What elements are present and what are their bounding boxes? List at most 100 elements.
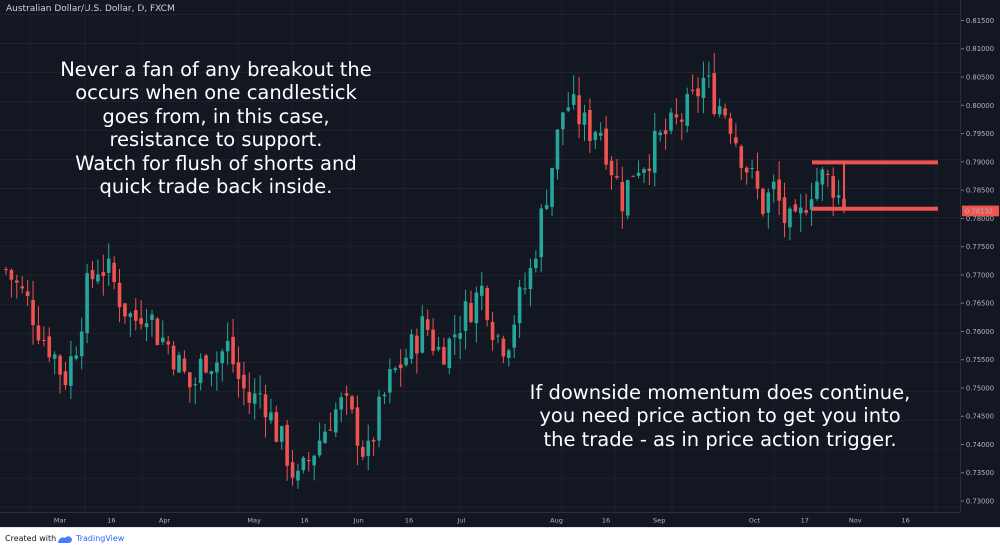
candle-bear: [133, 310, 138, 321]
candle-bear: [247, 392, 252, 403]
annotation-top-left-line: occurs when one candlestick: [75, 81, 357, 105]
time-tick-label: Aug: [550, 516, 563, 524]
price-tick-label: 0.73000: [966, 498, 994, 506]
candle-bull: [269, 412, 273, 421]
candle-bull: [409, 334, 414, 359]
candle-bear: [728, 118, 733, 134]
candle-bull: [215, 362, 219, 373]
time-tick-label: 16: [300, 516, 308, 524]
price-tick-label: 0.74000: [966, 441, 994, 449]
candle-bull: [452, 334, 457, 338]
candle-bull: [225, 340, 230, 352]
candle-bull: [788, 208, 792, 228]
time-tick-label: Jul: [456, 516, 465, 524]
time-tick-label: 17: [801, 516, 809, 524]
time-tick-label: Mar: [54, 516, 67, 524]
candle-bear: [825, 173, 830, 175]
candle-bear: [166, 341, 170, 345]
candle-bear: [755, 171, 760, 189]
candle-bear: [442, 346, 446, 365]
candlestick-chart[interactable]: [0, 0, 960, 512]
candle-bear: [15, 280, 19, 283]
candle-bear: [696, 88, 700, 97]
candle-bull: [598, 132, 603, 136]
price-tick-label: 0.75000: [966, 384, 994, 392]
candle-bear: [663, 130, 668, 135]
candle-bull: [150, 314, 154, 320]
candle-bear: [680, 119, 684, 122]
candle-bull: [658, 132, 662, 136]
candle-bull: [517, 287, 522, 324]
candle-bear: [117, 282, 122, 308]
candle-bear: [620, 181, 625, 212]
time-tick-label: May: [247, 516, 261, 524]
candle-bull: [52, 354, 57, 359]
tradingview-logo-icon: [58, 536, 72, 543]
candle-bear: [236, 362, 241, 379]
annotation-top-left-line: Never a fan of any breakout the: [60, 58, 372, 81]
candle-bear: [631, 175, 635, 177]
candle-bull: [279, 426, 284, 442]
candle-bull: [571, 94, 576, 105]
candle-bull: [333, 409, 338, 433]
annotation-top-left: Never a fan of any breakout the occurs wh…: [38, 58, 394, 198]
candle-bear: [290, 462, 295, 478]
candle-bull: [317, 440, 322, 456]
candle-bear: [777, 179, 781, 201]
candle-bear: [604, 128, 608, 165]
candle-bear: [171, 345, 176, 370]
annotation-bottom-right-line: If downside momentum does continue,: [529, 381, 911, 404]
candle-bear: [485, 288, 489, 320]
annotation-bottom-right-line: you need price action to get you into: [539, 404, 901, 428]
candle-bear: [328, 429, 333, 431]
candle-bull: [685, 94, 690, 126]
last-price-label: 0.78132: [965, 207, 993, 215]
candle-bull: [436, 346, 441, 350]
candle-bull: [625, 180, 630, 216]
time-tick-label: 16: [107, 516, 115, 524]
annotation-top-left-line: resistance to support.: [109, 128, 323, 152]
price-axis[interactable]: 0.81500 0.81000 0.80500 0.80000 0.79500 0.790…: [960, 0, 1000, 512]
candle-bull: [209, 371, 214, 375]
candle-bear: [361, 446, 365, 457]
candle-bear: [58, 355, 62, 375]
candle-bear: [9, 269, 14, 280]
candle-bull: [750, 168, 754, 170]
candle-bull: [388, 369, 392, 393]
candle-bear: [647, 168, 652, 172]
price-tick-label: 0.76500: [966, 300, 994, 308]
candle-bull: [566, 107, 571, 111]
last-price-tag: 0.78132: [961, 205, 1000, 217]
candle-bull: [74, 355, 79, 359]
candle-bear: [63, 371, 68, 386]
created-with-label: Created with: [5, 534, 57, 543]
candle-bear: [609, 160, 614, 176]
candle-bull: [198, 358, 203, 383]
price-ticks: 0.81500 0.81000 0.80500 0.80000 0.79500 0.790…: [961, 17, 994, 506]
candle-bear: [761, 188, 765, 215]
candle-bear: [501, 338, 506, 357]
time-tick-label: Oct: [749, 516, 761, 524]
candle-bull: [550, 167, 554, 207]
candle-bull: [539, 208, 544, 258]
candle-bear: [112, 262, 116, 282]
candle-bull: [707, 75, 711, 77]
candle-bull: [766, 192, 771, 213]
candle-bull: [479, 285, 484, 296]
time-axis[interactable]: Mar 16 Apr May 16 Jun 16 Jul Aug 16 Sep Oct 17 Nov 16: [0, 512, 960, 527]
candle-bull: [339, 397, 343, 410]
annotation-top-left-line: Watch for flush of shorts and: [75, 151, 357, 175]
candle-bear: [831, 176, 835, 198]
tradingview-link[interactable]: TradingView: [76, 534, 125, 543]
candle-bear: [615, 176, 619, 178]
candle-bull: [652, 130, 657, 173]
candle-bull: [836, 195, 841, 198]
candle-bull: [447, 338, 452, 369]
candle-bull: [79, 331, 84, 357]
candle-bull: [177, 354, 181, 373]
candle-bull: [642, 169, 646, 173]
candle-bear: [723, 108, 727, 116]
candle-bear: [712, 73, 717, 114]
candle-bull: [69, 356, 73, 386]
candle-bear: [4, 269, 8, 271]
